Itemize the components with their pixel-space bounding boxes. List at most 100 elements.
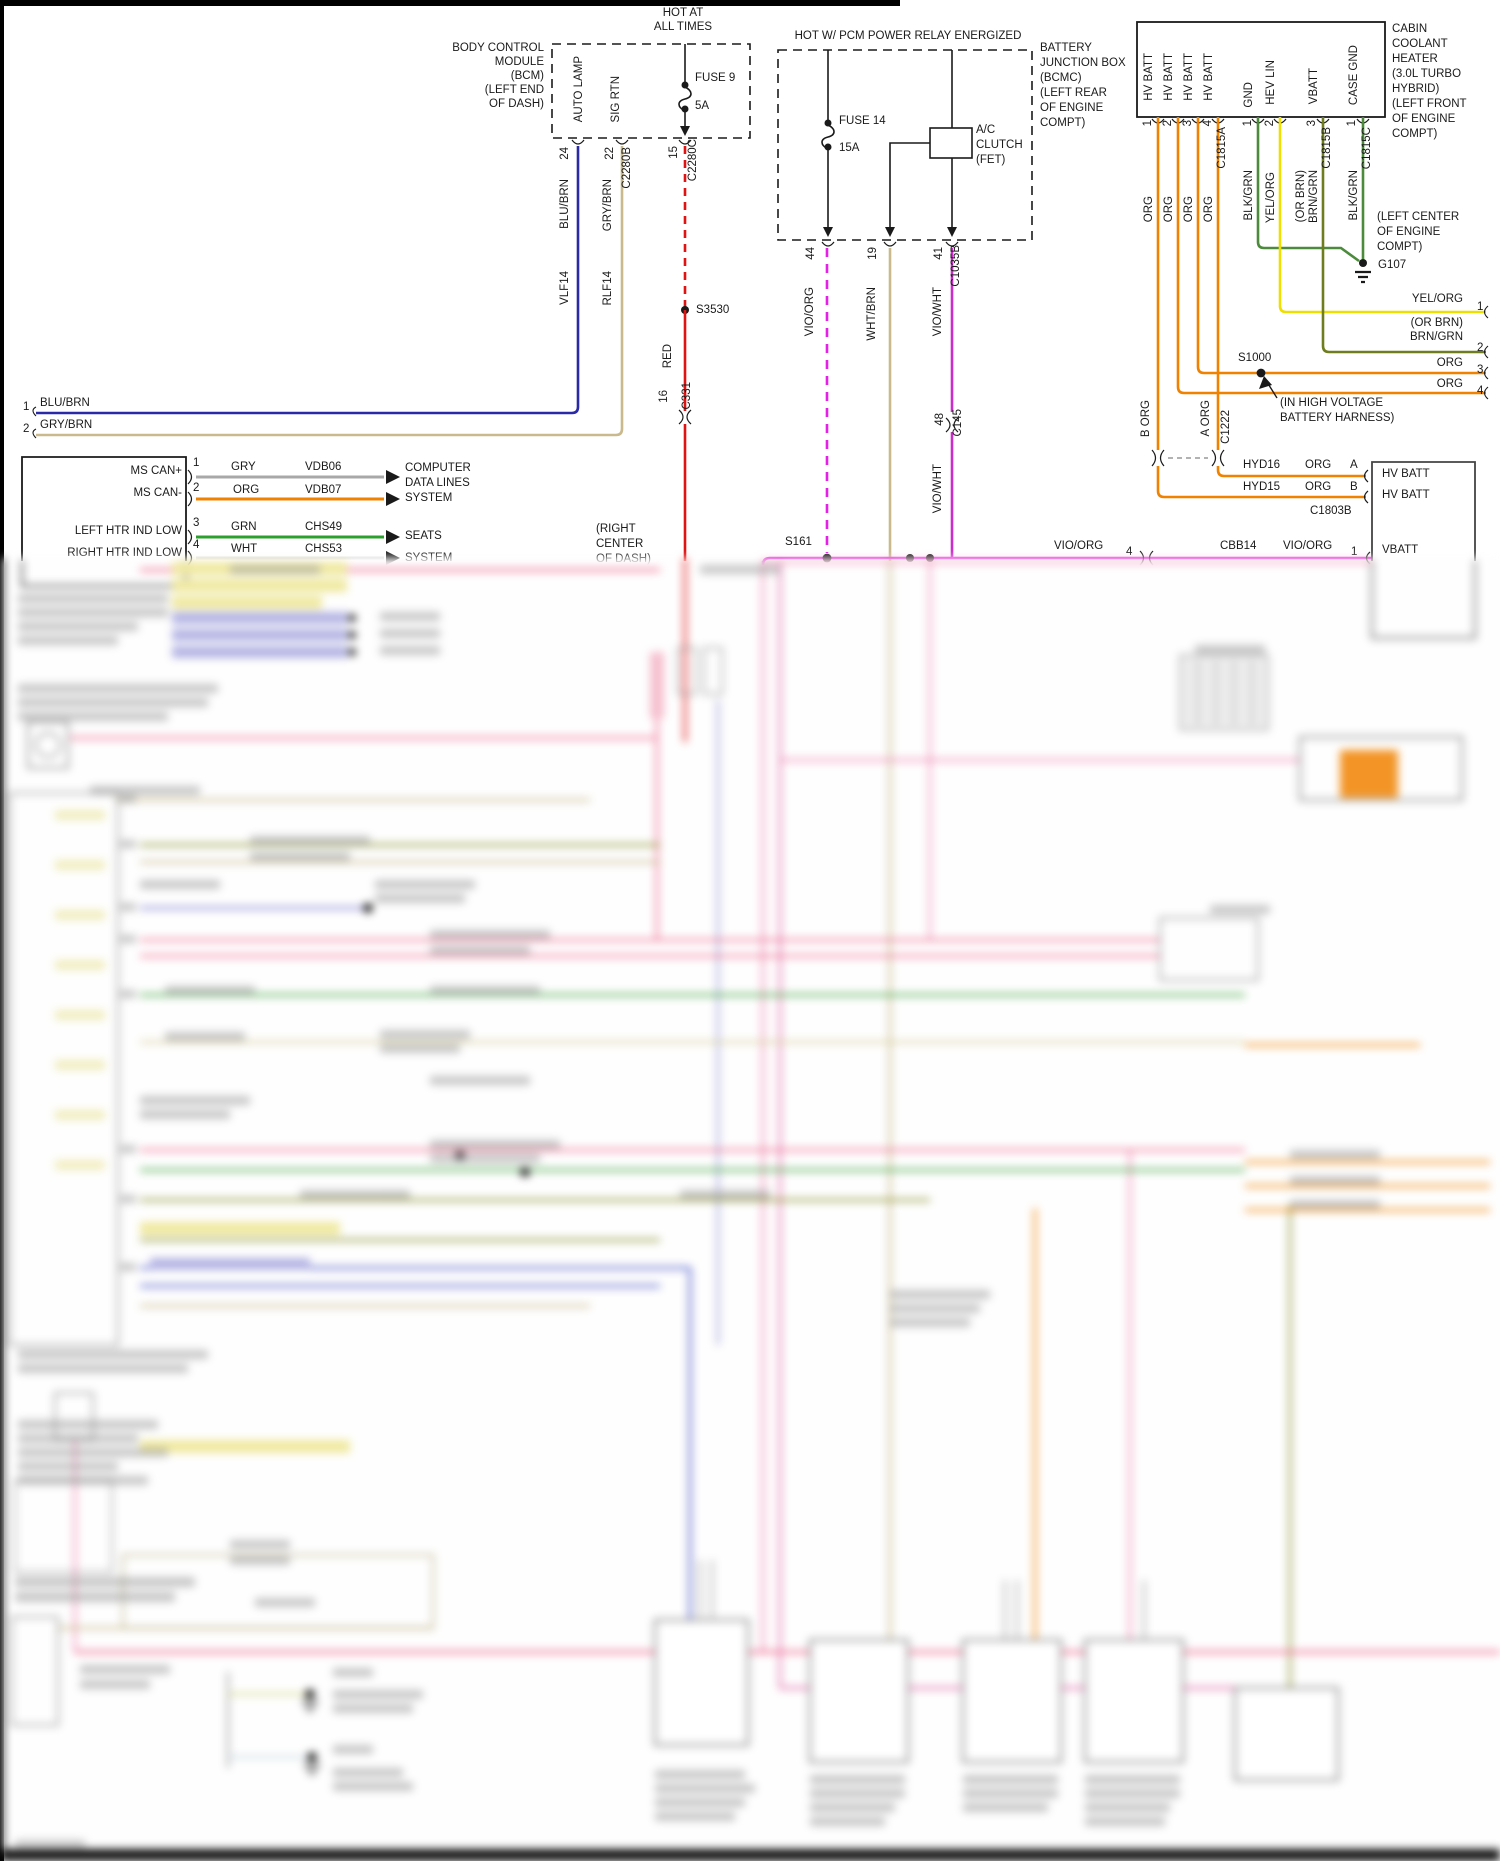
g107-loc-1: (LEFT CENTER: [1377, 211, 1460, 223]
hyd16-color: ORG: [1305, 459, 1332, 471]
fuse14-symbol: [821, 124, 835, 150]
heater-wire-org1: ORG: [1143, 196, 1155, 223]
wire24-color: BLU/BRN: [559, 179, 571, 229]
heater-box: [1136, 21, 1386, 118]
module-wire3-circuit: CHS49: [305, 521, 343, 533]
blurred-region: [0, 558, 1500, 1861]
row-left-htr: LEFT HTR IND LOW: [74, 525, 182, 537]
arrow-computer-2: [386, 492, 400, 506]
heater-pin-hevlin: HEV LIN: [1265, 60, 1277, 105]
wire-blk-grn-gnd: [1256, 117, 1360, 263]
blurred-svg: [0, 558, 1500, 1861]
heater-wire-blkgrn2: BLK/GRN: [1348, 170, 1360, 221]
left-wire1-color: BLU/BRN: [40, 397, 90, 409]
wire41b-color: VIO/WHT: [932, 464, 944, 514]
right-row1-label: YEL/ORG: [1411, 293, 1463, 305]
connector-c1815b: C1815B: [1321, 127, 1333, 169]
fuse14-name: FUSE 14: [839, 115, 886, 127]
bjb-name-1: BATTERY: [1040, 42, 1092, 54]
right-row3-pin: 3: [1477, 364, 1484, 376]
module-wire2-color: ORG: [233, 484, 260, 496]
bjb-box: [777, 49, 1033, 241]
connector-c145: C145: [952, 409, 964, 437]
fuse9-name: FUSE 9: [695, 72, 736, 84]
vbatt-pin-right: 1: [1351, 546, 1358, 558]
connector-c2280b: C2280B: [621, 147, 633, 189]
left-module-box: [21, 456, 187, 561]
module-loc-2: CENTER: [596, 538, 644, 550]
wire-brn-grn: [1321, 117, 1486, 354]
wire19-color: WHT/BRN: [866, 287, 878, 341]
bcm-name: BODY CONTROL MODULE (BCM) (LEFT END OF D…: [452, 42, 544, 110]
g107-loc-3: COMPT): [1377, 241, 1423, 253]
module-pin-3: 3: [193, 517, 200, 529]
row-right-htr: RIGHT HTR IND LOW: [67, 547, 182, 559]
arrow-seats-1: [386, 530, 400, 544]
heater-pinno-2: 2: [1162, 120, 1174, 127]
right-row2-label: (OR BRN): [1410, 317, 1463, 329]
heater-name-2: COOLANT: [1392, 38, 1448, 50]
right-row3-label: ORG: [1436, 357, 1463, 369]
bcm-box: [551, 43, 751, 139]
dest-seats-1: SEATS: [405, 530, 442, 542]
heater-pinno-g3: 3: [1306, 120, 1318, 127]
heater-pin-hv3: HV BATT: [1183, 53, 1195, 101]
heater-pin-casegnd: CASE GND: [1348, 45, 1360, 106]
module-wire1-circuit: VDB06: [305, 461, 342, 473]
module-pin-1: 1: [193, 457, 200, 469]
pin-41: 41: [933, 247, 945, 260]
wire-yel-org: [1278, 117, 1486, 314]
ground-g107-dot: [1359, 259, 1367, 267]
module-pin-4: 4: [193, 539, 200, 551]
connector-c1815c: C1815C: [1361, 127, 1373, 170]
heater-pinno-g1: 1: [1242, 120, 1254, 127]
left-wire2-color: GRY/BRN: [40, 419, 93, 431]
vbatt-circuit: CBB14: [1220, 540, 1257, 552]
heater-pin-vbatt: VBATT: [1308, 68, 1320, 105]
fuse9-symbol: [678, 86, 692, 112]
wire-org-row3: [1196, 117, 1486, 375]
connector-c1222-symbol: [1151, 449, 1225, 467]
connector-c2280c: C2280C: [687, 139, 699, 182]
hyd15-circuit: HYD15: [1243, 481, 1281, 493]
module-wire4-circuit: CHS53: [305, 543, 343, 555]
hvbox-pin-1: HV BATT: [1382, 468, 1430, 480]
bjb-name-3: (BCMC): [1040, 72, 1082, 84]
wire-org-row4: [1176, 117, 1486, 395]
heater-wire-brngrn: BRN/GRN: [1308, 170, 1320, 224]
heater-wire-yelorg: YEL/ORG: [1265, 172, 1277, 224]
bjb-name-2: JUNCTION BOX: [1040, 57, 1126, 69]
g107-loc-2: OF ENGINE: [1377, 226, 1441, 238]
bjb-name-5: OF ENGINE: [1040, 102, 1104, 114]
pin-15: 15: [668, 146, 680, 159]
vbatt-color-right: VIO/ORG: [1283, 540, 1333, 552]
wire44-color: VIO/ORG: [804, 287, 816, 337]
s1000-arrow: [1259, 376, 1272, 389]
pin-19: 19: [867, 247, 879, 260]
right-row1-pin: 1: [1477, 301, 1484, 313]
ac-clutch-2: CLUTCH: [976, 139, 1023, 151]
ac-clutch-3: (FET): [976, 154, 1006, 166]
page-top-border: [0, 0, 900, 6]
heater-wire-org4: ORG: [1203, 196, 1215, 223]
heater-pinno-4: 4: [1202, 120, 1214, 127]
branch-a-label: A ORG: [1200, 400, 1212, 437]
heater-name-5: HYBRID): [1392, 83, 1440, 95]
branch-b-label: B ORG: [1140, 400, 1152, 438]
bjb-name-4: (LEFT REAR: [1040, 87, 1107, 99]
right-row2-label2: BRN/GRN: [1409, 331, 1463, 343]
fuse14-amps: 15A: [839, 142, 860, 154]
dest-computer-2: DATA LINES: [405, 477, 470, 489]
heater-pin-hv4: HV BATT: [1203, 53, 1215, 101]
right-row2-pin: 2: [1477, 342, 1484, 354]
right-row4-pin: 4: [1477, 385, 1484, 397]
module-wire3-color: GRN: [231, 521, 257, 533]
heater-pin-hv1: HV BATT: [1143, 53, 1155, 101]
pin-24: 24: [559, 147, 571, 160]
hyd16-circuit: HYD16: [1243, 459, 1281, 471]
dest-computer-1: COMPUTER: [405, 462, 471, 474]
left-pin-2: 2: [23, 423, 30, 435]
vbatt-pin-left: 4: [1126, 546, 1133, 558]
pin-auto-lamp: AUTO LAMP: [573, 56, 585, 123]
fuse9-amps: 5A: [695, 100, 710, 112]
